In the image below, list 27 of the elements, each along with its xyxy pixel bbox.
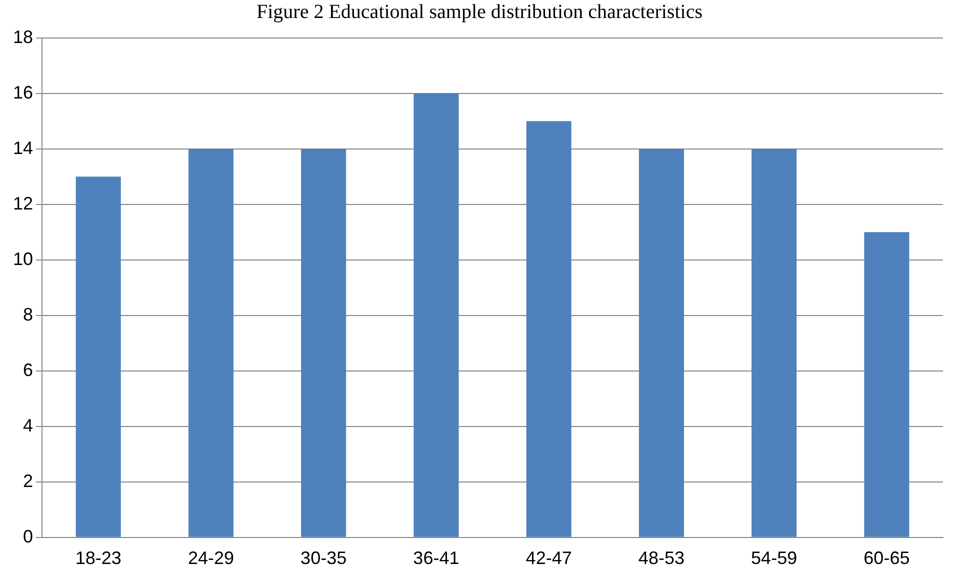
bar	[301, 148, 346, 537]
bar	[414, 93, 459, 537]
x-tick-label: 30-35	[300, 548, 347, 568]
x-tick-label: 24-29	[188, 548, 234, 568]
x-tick-label: 36-41	[413, 548, 460, 568]
x-tick-label: 42-47	[526, 548, 572, 568]
y-tick-label: 14	[12, 138, 34, 158]
y-tick-label: 4	[23, 415, 34, 436]
bar	[526, 121, 572, 537]
x-tick-label: 60-65	[864, 548, 910, 568]
x-tick-label: 48-53	[638, 548, 684, 568]
y-tick-label: 6	[23, 360, 34, 380]
y-tick-label: 12	[12, 193, 34, 214]
x-tick-label: 18-23	[75, 548, 122, 568]
x-tick-label: 54-59	[751, 548, 798, 568]
y-tick-label: 8	[23, 304, 34, 324]
bar	[752, 148, 797, 537]
y-tick-label: 16	[12, 82, 34, 102]
bar	[76, 176, 121, 537]
y-tick-label: 10	[12, 248, 34, 269]
y-tick-label: 2	[23, 470, 34, 491]
bar	[864, 232, 910, 537]
chart-title: Figure 2 Educational sample distribution characteristics	[256, 0, 704, 24]
bar	[188, 148, 234, 537]
y-tick-label: 18	[12, 26, 34, 47]
bar	[638, 148, 684, 537]
y-tick-label: 0	[23, 526, 34, 546]
